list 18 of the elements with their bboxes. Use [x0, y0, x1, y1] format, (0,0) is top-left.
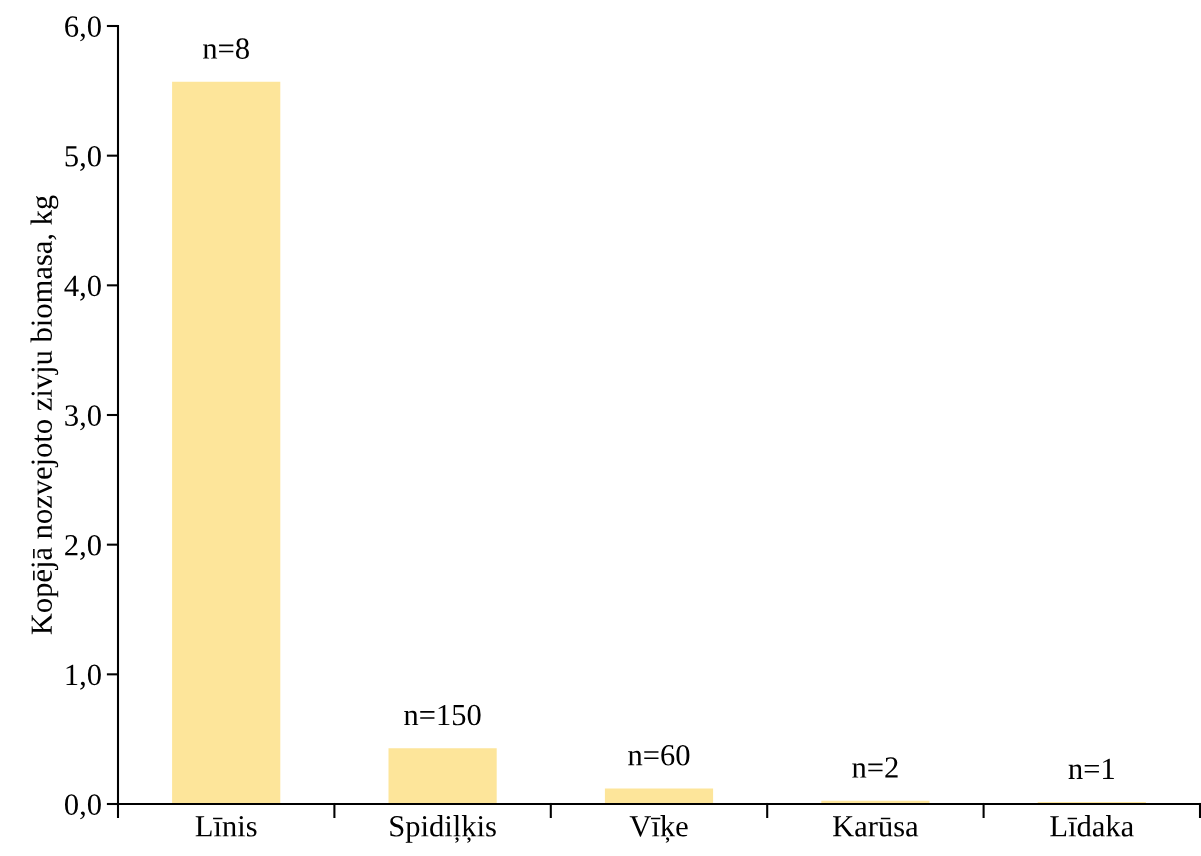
annotation: n=150	[404, 704, 481, 726]
y-tick-label: 1,0	[66, 664, 101, 690]
x-tick-label: Spidiļķis	[390, 815, 496, 843]
y-axis-title: Kopējā nozvejoto zivju biomasa, kg	[30, 195, 59, 635]
x-tick-label: Vīķe	[629, 815, 688, 843]
y-tick-label: 5,0	[65, 145, 101, 171]
annotation: n=1	[1068, 758, 1114, 779]
y-tick-label: 2,0	[65, 534, 101, 560]
x-tick-label: Līnis	[195, 816, 257, 837]
y-tick-label: 0,0	[65, 794, 101, 820]
y-tick-label: 4,0	[64, 275, 101, 301]
annotation: n=8	[203, 38, 249, 59]
y-tick-label: 3,0	[65, 405, 101, 431]
y-tick-label: 6,0	[65, 16, 101, 42]
x-tick-label: Karūsa	[833, 816, 919, 837]
annotation: n=60	[628, 744, 690, 766]
x-tick-label: Līdaka	[1050, 815, 1134, 837]
annotation: n=2	[852, 757, 898, 778]
